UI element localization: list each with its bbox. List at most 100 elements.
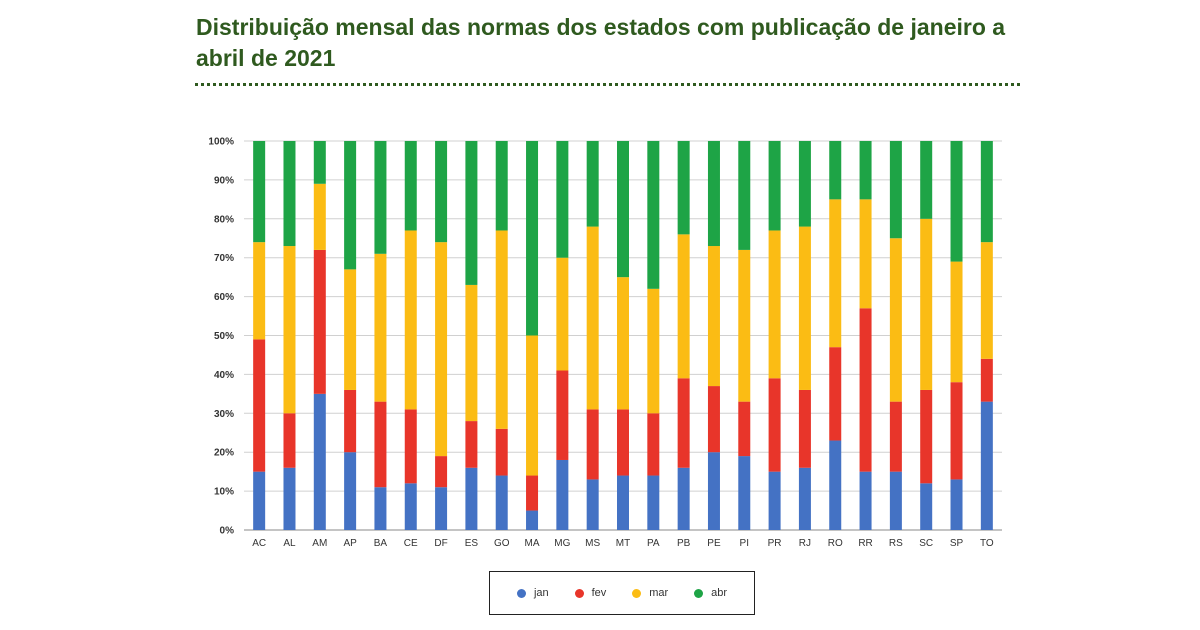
bar-segment-abr-am	[313, 141, 326, 184]
bar-segment-jan-df	[435, 487, 448, 530]
x-tick-label: ES	[465, 538, 479, 549]
y-tick-label: 80%	[214, 214, 234, 225]
legend-label: mar	[649, 587, 669, 599]
bar-segment-abr-ap	[344, 141, 357, 270]
bar-segment-jan-pa	[647, 475, 660, 530]
bar-segment-mar-ma	[526, 335, 539, 476]
bar-segment-abr-pe	[707, 141, 720, 247]
bar-segment-fev-rs	[889, 401, 902, 472]
bar-segment-fev-ro	[829, 347, 842, 441]
x-tick-label: PI	[740, 538, 749, 549]
bar-segment-mar-ro	[829, 199, 842, 348]
bar-segment-abr-pr	[768, 141, 781, 231]
bar-segment-mar-sp	[950, 261, 963, 383]
y-tick-label: 10%	[214, 487, 234, 498]
bar-segment-mar-es	[465, 284, 478, 422]
y-tick-label: 70%	[214, 253, 234, 264]
bar-segment-abr-rs	[889, 141, 902, 239]
bar-segment-mar-rs	[889, 238, 902, 402]
bar-segment-abr-to	[980, 141, 993, 243]
bar-segment-abr-mt	[617, 141, 629, 278]
bar-segment-mar-pe	[707, 246, 720, 387]
x-tick-label: PB	[677, 538, 691, 549]
bar-segment-mar-mt	[617, 277, 629, 410]
bar-segment-mar-sc	[920, 218, 933, 390]
bar-segment-abr-go	[495, 141, 508, 231]
bar-segment-jan-ma	[526, 510, 539, 530]
y-tick-label: 40%	[214, 370, 234, 381]
x-tick-label: DF	[434, 538, 447, 549]
bar-segment-jan-al	[283, 467, 296, 530]
bar-segment-jan-go	[495, 475, 508, 530]
x-tick-label: MS	[585, 538, 600, 549]
x-tick-label: CE	[404, 538, 418, 549]
bar-segment-jan-pb	[677, 467, 690, 530]
bar-segment-mar-rj	[798, 226, 811, 390]
chart-title: Distribuição mensal das normas dos estad…	[196, 14, 1006, 71]
bar-segment-mar-df	[435, 242, 448, 457]
bar-segment-mar-ms	[586, 226, 599, 410]
x-tick-label: RS	[889, 538, 903, 549]
bar-segment-fev-ms	[586, 409, 599, 480]
bar-segment-abr-ba	[374, 141, 387, 254]
x-tick-label: MA	[525, 538, 540, 549]
bar-segment-jan-rs	[889, 471, 902, 530]
bar-segment-jan-sc	[920, 483, 933, 530]
bar-segment-mar-to	[980, 242, 993, 359]
legend-swatch	[574, 588, 584, 598]
legend-label: fev	[591, 587, 607, 599]
bar-segment-mar-pr	[768, 230, 781, 379]
bar-segment-abr-mg	[556, 141, 569, 258]
bar-segment-fev-df	[435, 456, 448, 488]
bar-segment-jan-pi	[738, 456, 751, 530]
x-tick-label: RO	[828, 538, 843, 549]
bar-segment-fev-mg	[556, 370, 569, 460]
bar-segment-fev-sc	[920, 389, 933, 484]
legend-item-fev: fev	[574, 587, 607, 599]
x-tick-label: PE	[707, 538, 721, 549]
bar-segment-fev-ap	[344, 389, 357, 453]
bar-segment-fev-es	[465, 421, 478, 468]
legend-item-abr: abr	[694, 587, 727, 599]
bar-segment-abr-es	[465, 141, 478, 285]
bar-segment-mar-ac	[253, 242, 266, 340]
bar-segment-fev-sp	[950, 382, 963, 480]
x-tick-label: AL	[283, 538, 296, 549]
bar-segment-fev-pe	[707, 386, 720, 453]
bar-segment-mar-rr	[859, 199, 872, 309]
bar-segment-fev-pi	[738, 401, 751, 457]
legend-label: jan	[533, 587, 549, 599]
x-tick-label: RJ	[799, 538, 811, 549]
bar-segment-fev-mt	[617, 409, 629, 476]
bar-segment-jan-mt	[617, 475, 629, 530]
bar-segment-abr-sp	[950, 141, 963, 262]
bar-segment-abr-ac	[253, 141, 266, 243]
x-tick-label: AM	[312, 538, 327, 549]
bar-segment-abr-al	[283, 141, 296, 247]
x-tick-label: GO	[494, 538, 510, 549]
chart-legend: jan fev mar abr	[489, 571, 755, 615]
x-tick-label: TO	[980, 538, 994, 549]
bar-segment-jan-ms	[586, 479, 599, 530]
bar-segment-abr-ro	[829, 141, 842, 200]
legend-label: abr	[711, 587, 728, 599]
bar-segment-jan-ba	[374, 487, 387, 530]
bar-segment-mar-am	[313, 183, 326, 250]
x-tick-label: PR	[768, 538, 782, 549]
bar-segment-jan-ac	[253, 471, 266, 530]
x-tick-label: MG	[554, 538, 570, 549]
bar-segment-jan-am	[313, 393, 326, 530]
bar-segment-fev-pb	[677, 378, 690, 468]
x-tick-label: SC	[919, 538, 933, 549]
bar-segment-mar-pb	[677, 234, 690, 379]
x-tick-label: AP	[343, 538, 357, 549]
legend-swatch	[632, 588, 642, 598]
x-tick-label: AC	[252, 538, 266, 549]
bar-segment-mar-ap	[344, 269, 357, 390]
x-tick-label: PA	[647, 538, 660, 549]
x-tick-label: BA	[374, 538, 388, 549]
legend-swatch	[516, 588, 526, 598]
bar-segment-abr-rj	[798, 141, 811, 227]
bar-segment-jan-pe	[707, 452, 720, 530]
bar-segment-jan-to	[980, 401, 993, 530]
